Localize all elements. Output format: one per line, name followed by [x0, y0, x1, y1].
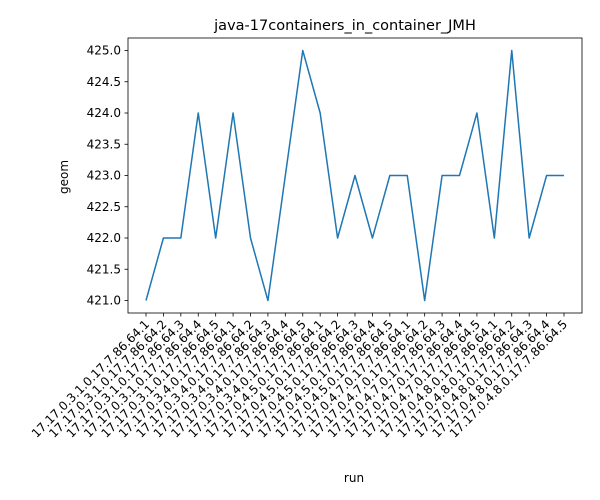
y-tick-label: 422.0: [87, 231, 121, 245]
y-tick-label: 423.5: [87, 137, 121, 151]
y-tick-label: 423.0: [87, 169, 121, 183]
y-tick-label: 425.0: [87, 44, 121, 58]
series-line: [145, 49, 564, 302]
y-tick-label: 424.5: [87, 75, 121, 89]
y-tick-label: 421.0: [87, 294, 121, 308]
plot-area: 421.0 421.5 422.0 422.5 423.0 423.5 424.0 424.5…: [29, 37, 583, 440]
y-axis-label: geom: [57, 160, 71, 194]
y-tick-label: 421.5: [87, 262, 121, 276]
y-tick-label: 422.5: [87, 200, 121, 214]
x-axis-label: run: [344, 471, 364, 485]
chart-title: java-17containers_in_container_JMH: [213, 18, 476, 34]
y-tick-label: 424.0: [87, 106, 121, 120]
